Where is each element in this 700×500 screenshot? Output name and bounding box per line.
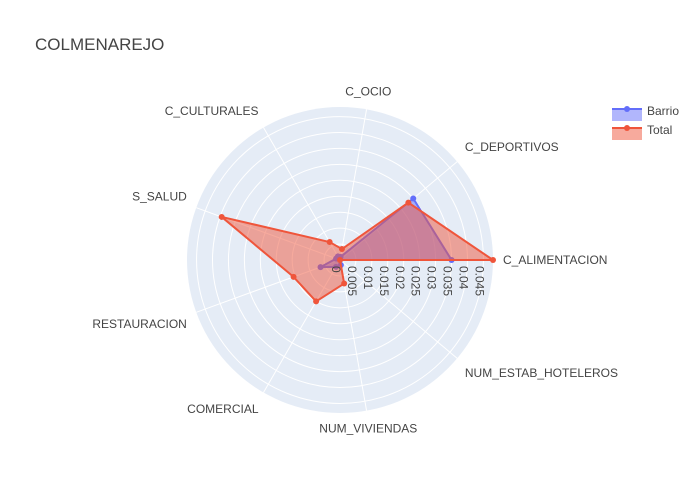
angular-label: RESTAURACION	[92, 317, 186, 331]
series-total	[218, 199, 496, 305]
legend: Barrio Total	[612, 104, 679, 140]
angular-label: C_ALIMENTACION	[503, 253, 607, 267]
data-point	[341, 280, 348, 287]
legend-marker	[624, 125, 630, 131]
radial-tick-label: 0.01	[361, 266, 375, 290]
data-point	[410, 195, 417, 202]
angular-label: C_CULTURALES	[165, 104, 259, 118]
radial-tick-label: 0.005	[345, 266, 359, 296]
radial-tick-label: 0.03	[425, 266, 439, 290]
legend-swatch	[612, 128, 642, 140]
legend-label: Total	[647, 123, 672, 137]
series-layer	[218, 195, 496, 305]
data-point	[490, 257, 496, 263]
radial-tick-label: 0.025	[409, 266, 423, 296]
angular-label: COMERCIAL	[187, 402, 259, 416]
legend-item-total[interactable]: Total	[612, 123, 672, 140]
legend-swatch	[612, 109, 642, 121]
data-point	[405, 199, 412, 206]
radial-tick-label: 0.015	[377, 266, 391, 296]
legend-item-barrio[interactable]: Barrio	[612, 104, 679, 121]
angular-label: NUM_VIVIENDAS	[319, 422, 417, 436]
angular-labels: C_ALIMENTACION C_DEPORTIVOS C_OCIO C_CULTUR…	[92, 84, 618, 435]
radial-tick-label: 0.02	[393, 266, 407, 290]
legend-marker	[624, 106, 630, 112]
radial-tick-label: 0	[329, 266, 343, 273]
grid-spoke	[263, 127, 341, 261]
data-point	[290, 273, 297, 280]
radial-tick-label: 0.045	[472, 266, 486, 296]
angular-label: C_DEPORTIVOS	[465, 140, 559, 154]
data-point	[218, 213, 225, 220]
radial-tick-label: 0.035	[441, 266, 455, 296]
data-point	[326, 239, 333, 246]
chart-title: COLMENAREJO	[35, 35, 164, 54]
grid-spoke	[339, 259, 458, 359]
angular-label: S_SALUD	[132, 189, 187, 203]
data-point	[337, 257, 343, 263]
angular-label: NUM_ESTAB_HOTELEROS	[465, 366, 618, 380]
radial-ticks: 0 0.005 0.01 0.015 0.02 0.025 0.03 0.035 0.04 0.0…	[329, 266, 486, 296]
data-point	[338, 246, 345, 253]
grid-spoke	[339, 109, 368, 261]
legend-label: Barrio	[647, 104, 679, 118]
radial-tick-label: 0.04	[457, 266, 471, 290]
data-point	[313, 298, 320, 305]
angular-label: C_OCIO	[345, 84, 391, 98]
series-area	[220, 201, 494, 303]
